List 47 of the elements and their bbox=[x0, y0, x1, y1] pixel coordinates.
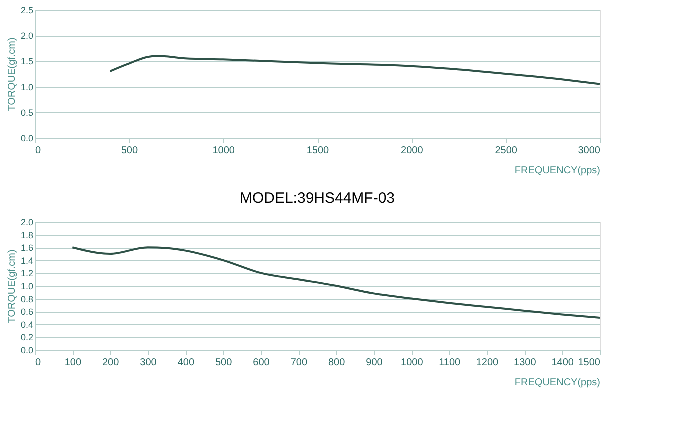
x-tick-label: 600 bbox=[253, 358, 270, 368]
line-series bbox=[109, 55, 601, 86]
x-tick-label: 200 bbox=[102, 358, 120, 368]
y-tick-label: 1.0 bbox=[20, 82, 34, 92]
chart-title: MODEL:39HS44MF-03 bbox=[240, 190, 396, 207]
x-tick-label: 300 bbox=[140, 358, 158, 368]
line-series bbox=[72, 246, 601, 319]
y-tick-label: 1.0 bbox=[20, 282, 34, 292]
y-tick-label: 0.2 bbox=[20, 332, 34, 343]
x-tick-label: 900 bbox=[366, 358, 384, 368]
x-tick-label: 2000 bbox=[401, 146, 424, 156]
y-tick-label: 0.6 bbox=[20, 307, 34, 318]
x-tick-label: 0 bbox=[36, 146, 42, 156]
x-tick-label: 800 bbox=[328, 358, 346, 368]
y-tick-label: 2.0 bbox=[20, 31, 34, 42]
y-axis-title: TORQUE(gf.cm) bbox=[6, 38, 18, 112]
y-tick-label: 2.0 bbox=[20, 218, 34, 228]
y-tick-label: 1.6 bbox=[20, 243, 34, 254]
y-tick-label: 0.0 bbox=[20, 346, 34, 356]
y-tick-label: 1.5 bbox=[20, 56, 34, 67]
x-tick-label: 500 bbox=[121, 146, 138, 156]
x-tick-label: 1100 bbox=[439, 358, 462, 368]
x-axis-title: FREQUENCY(pps) bbox=[514, 166, 600, 176]
x-tick-label: 1000 bbox=[212, 146, 236, 156]
x-tick-label: 3000 bbox=[578, 146, 601, 156]
y-tick-label: 1.2 bbox=[20, 268, 34, 279]
x-tick-label: 1500 bbox=[306, 146, 330, 156]
x-tick-label: 100 bbox=[64, 358, 82, 368]
x-tick-label: 400 bbox=[178, 358, 195, 368]
y-tick-label: 1.8 bbox=[20, 230, 34, 240]
x-tick-label: 500 bbox=[215, 358, 233, 368]
y-tick-label: 0.0 bbox=[20, 134, 34, 144]
x-tick-label: 700 bbox=[290, 358, 308, 368]
y-axis-title: TORQUE(gf.cm) bbox=[6, 250, 18, 324]
x-tick-label: 1200 bbox=[476, 358, 500, 368]
y-tick-label: 0.8 bbox=[20, 294, 34, 304]
x-tick-label: 1300 bbox=[514, 358, 537, 368]
x-tick-label: 0 bbox=[36, 358, 42, 368]
y-tick-label: 0.5 bbox=[20, 108, 34, 118]
x-tick-label: 1500 bbox=[578, 358, 601, 368]
y-tick-label: 1.4 bbox=[20, 256, 34, 266]
x-tick-label: 2500 bbox=[495, 146, 518, 156]
x-tick-label: 1000 bbox=[401, 358, 424, 368]
x-tick-label: 1400 bbox=[552, 358, 574, 368]
y-tick-label: 2.5 bbox=[20, 6, 34, 16]
y-tick-label: 0.4 bbox=[20, 320, 34, 330]
x-axis-title: FREQUENCY(pps) bbox=[514, 378, 600, 388]
